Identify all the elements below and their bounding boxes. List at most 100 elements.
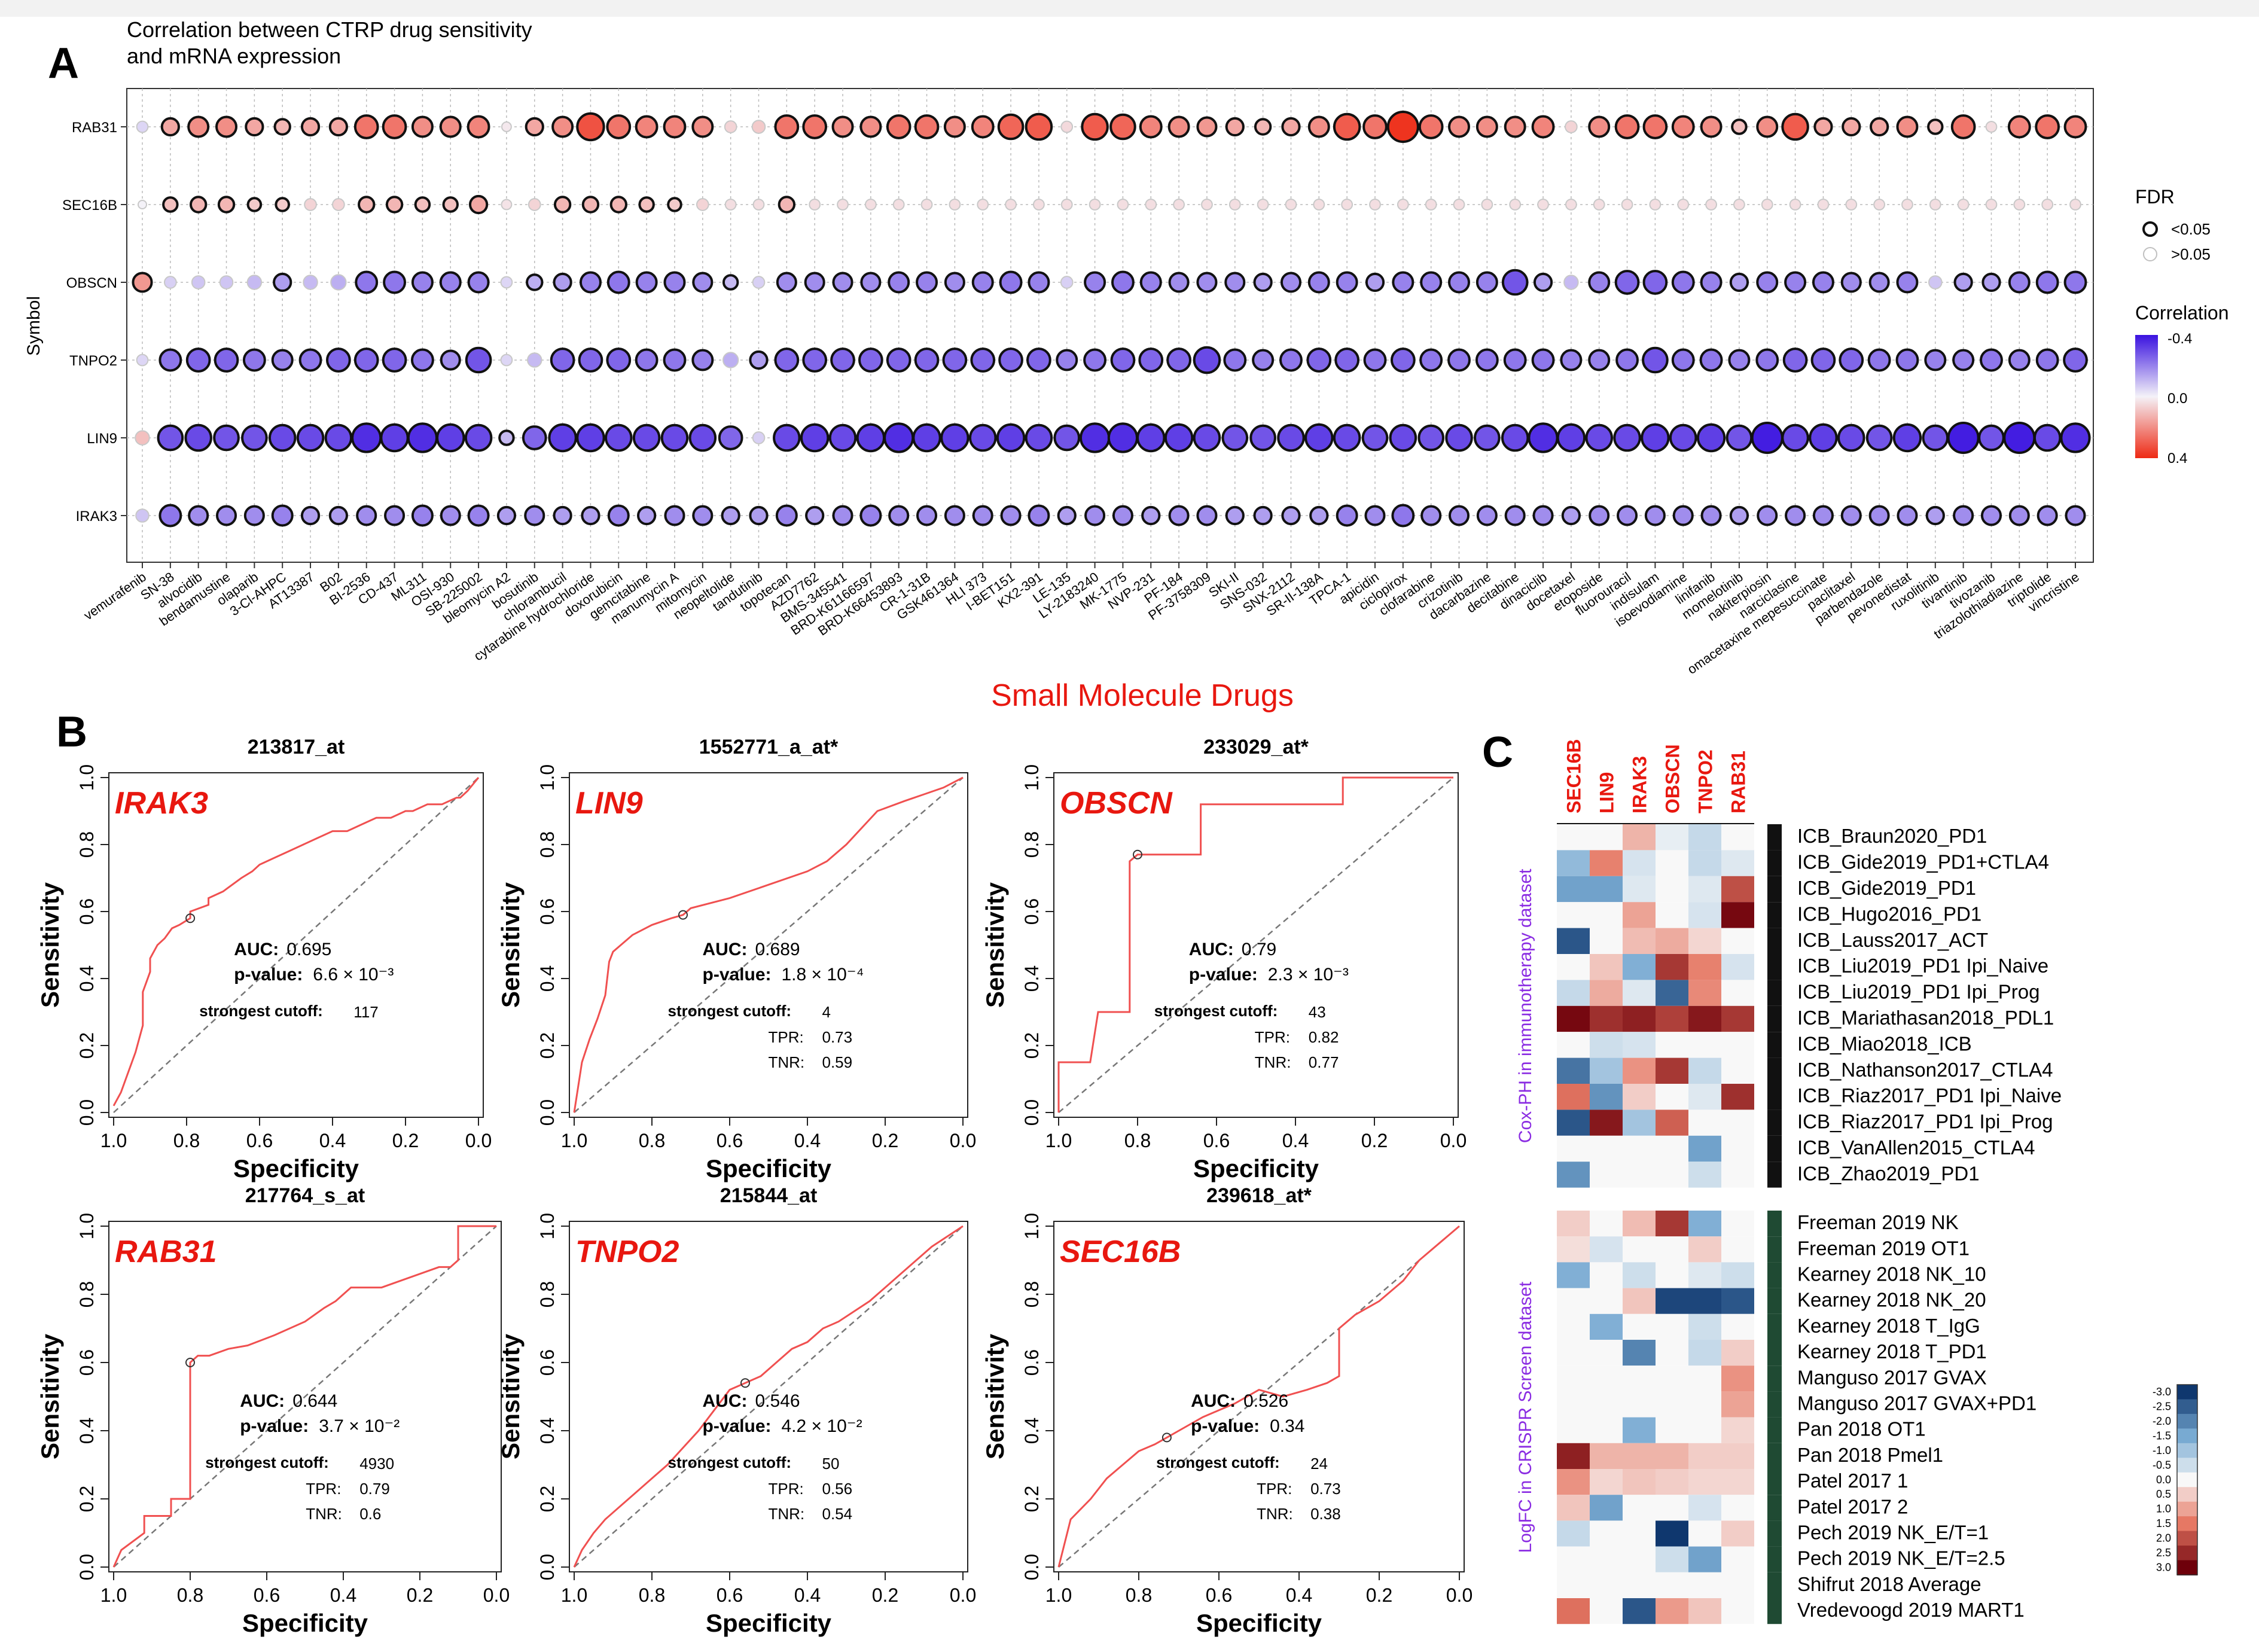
heatmap-row-label: Patel 2017 1 [1797, 1470, 1908, 1492]
heatmap-legend-tick: 2.5 [2156, 1547, 2171, 1559]
heatmap-cell [1557, 1211, 1590, 1237]
roc-x-tick-label: 0.8 [177, 1584, 203, 1606]
bubble-point [606, 348, 632, 373]
bubble-point [407, 422, 438, 453]
roc-y-tick-label: 0.8 [536, 1281, 558, 1307]
roc-tnr-value: 0.77 [1309, 1053, 1339, 1071]
heatmap-legend-swatch [2177, 1560, 2197, 1575]
bubble-point [2033, 423, 2062, 452]
bubble-point [1789, 199, 1801, 211]
heatmap-cell [1688, 1469, 1721, 1495]
heatmap-legend-swatch [2177, 1399, 2197, 1415]
heatmap-group-bar [1767, 1211, 1782, 1237]
heatmap-row-label: Pech 2019 NK_E/T=1 [1797, 1522, 1989, 1544]
heatmap-legend-swatch [2177, 1428, 2197, 1444]
heatmap-legend-tick: 0.0 [2156, 1474, 2171, 1486]
heatmap-row-label: Shifrut 2018 Average [1797, 1573, 1981, 1595]
heatmap-cell [1688, 1391, 1721, 1418]
roc-cutoff-key: strongest cutoff: [668, 1453, 792, 1471]
bubble-point [1253, 505, 1273, 526]
heatmap-cell [1721, 1417, 1754, 1443]
heatmap-cell [1590, 850, 1623, 876]
heatmap-cell [1590, 1262, 1623, 1288]
roc-auc-value: 0.689 [755, 940, 800, 959]
bubble-point [635, 348, 659, 372]
bubble-point [353, 114, 379, 139]
roc-p-value: 6.6 × 10⁻³ [313, 965, 394, 985]
roc-curve [112, 777, 480, 1107]
heatmap-cell [1590, 1084, 1623, 1110]
bubble-point [219, 275, 234, 289]
bubble-point [949, 199, 961, 211]
bubble-point [996, 423, 1026, 453]
roc-x-tick-label: 0.2 [392, 1130, 419, 1151]
roc-x-tick-label: 0.0 [483, 1584, 510, 1606]
roc-tnr-key: TNR: [1257, 1505, 1293, 1523]
roc-x-tick-label: 1.0 [100, 1130, 127, 1151]
correlation-colorbar [2135, 335, 2158, 458]
heatmap-group-bar [1767, 1005, 1782, 1032]
bubble-point [1341, 199, 1353, 211]
bubble-point [1277, 423, 1305, 452]
bubble-point [328, 505, 349, 526]
roc-x-tick-label: 0.6 [1203, 1130, 1230, 1151]
bubble-point [856, 423, 886, 453]
roc-panel-irak3: 1.0 1.0 0.8 0.8 0.6 0.6 0.4 0.4 0.2 0.2 0.0 0.0 2138… [36, 736, 492, 1182]
heatmap-cell [1590, 824, 1623, 851]
roc-tnr-key: TNR: [769, 1053, 805, 1071]
bubble-point [1669, 423, 1697, 452]
heatmap-cell [1721, 1005, 1754, 1032]
heatmap-cell [1557, 1135, 1590, 1162]
bubble-point [1391, 504, 1415, 528]
bubble-point [353, 348, 379, 373]
bubble-point [1531, 348, 1555, 372]
bubble-point [1028, 504, 1050, 527]
heatmap-cell [1656, 1443, 1688, 1469]
heatmap-cell [1623, 1546, 1656, 1572]
roc-tnr-key: TNR: [769, 1505, 805, 1523]
bubble-point [300, 117, 321, 137]
heatmap-row-label: Pech 2019 NK_E/T=2.5 [1797, 1547, 2005, 1569]
roc-y-tick-label: 1.0 [76, 764, 97, 791]
bubble-grid-frame [126, 88, 2094, 563]
roc-y-tick-label: 0.4 [536, 965, 558, 992]
bubble-point [440, 349, 461, 371]
roc-x-tick-label: 0.6 [254, 1584, 280, 1606]
bubble-point [1392, 271, 1414, 294]
roc-x-tick-label: 0.2 [872, 1130, 898, 1151]
heatmap-cell [1688, 824, 1721, 851]
roc-y-tick-label: 0.8 [1021, 831, 1042, 858]
bubble-point [1588, 271, 1611, 294]
bubble-point [1280, 272, 1302, 293]
bubble-point [383, 270, 407, 294]
roc-curve [112, 1225, 496, 1568]
bubble-point [1696, 423, 1726, 453]
bubble-point [1252, 349, 1275, 371]
bubble-point [268, 423, 297, 452]
roc-plot-frame [569, 772, 968, 1118]
roc-y-tick-label: 0.2 [1021, 1032, 1042, 1059]
heatmap-cell [1721, 824, 1754, 851]
bubble-point [1781, 112, 1809, 141]
bubble-point [1475, 271, 1498, 294]
bubble-point [135, 508, 150, 523]
bubble-point [1585, 423, 1613, 452]
roc-y-tick-label: 0.4 [1021, 965, 1042, 992]
bubble-point [2003, 421, 2036, 455]
heatmap-group-bar [1767, 1520, 1782, 1547]
bubble-point [1868, 505, 1890, 526]
bubble-point [550, 348, 575, 373]
bubble-point [1751, 421, 1784, 455]
roc-y-axis-label: Sensitivity [36, 1333, 64, 1459]
bubble-point [1671, 270, 1695, 294]
roc-cutoff-value: 43 [1309, 1003, 1326, 1021]
bubble-point [1363, 348, 1387, 372]
bubble-point [1221, 424, 1249, 452]
bubble-point [1397, 199, 1409, 211]
bubble-point [1812, 271, 1834, 294]
heatmap-row-label: Manguso 2017 GVAX [1797, 1366, 1987, 1388]
bubble-point [749, 505, 769, 526]
heatmap-cell [1656, 928, 1688, 954]
bubble-point [271, 349, 294, 371]
roc-x-axis-label: Specificity [706, 1609, 832, 1637]
